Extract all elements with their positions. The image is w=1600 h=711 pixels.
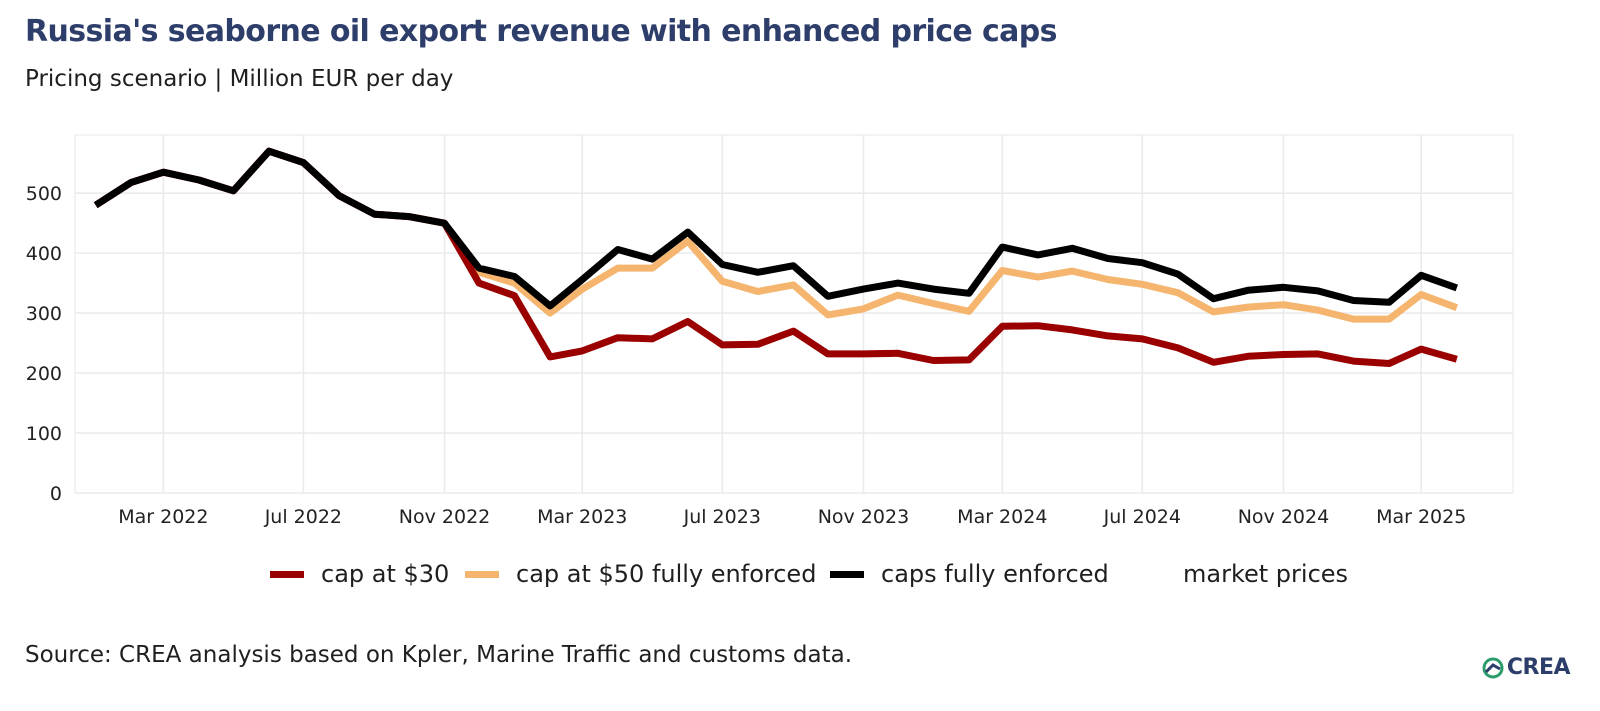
x-tick-label: Mar 2022 bbox=[118, 506, 208, 528]
legend-label: market prices bbox=[1183, 560, 1349, 588]
series-line-cap-at-50-fully-enforced bbox=[93, 147, 1459, 323]
y-tick-label: 300 bbox=[26, 303, 62, 325]
legend-swatch bbox=[830, 570, 864, 578]
x-tick-label: Mar 2023 bbox=[537, 506, 627, 528]
plot-panel bbox=[74, 134, 1514, 494]
x-tick-label: Nov 2024 bbox=[1238, 506, 1329, 528]
x-tick-label: Mar 2025 bbox=[1376, 506, 1466, 528]
source-note: Source: CREA analysis based on Kpler, Ma… bbox=[25, 642, 853, 668]
y-axis-ticks: 0 100 200 300 400 500 bbox=[26, 183, 62, 505]
legend-label: cap at $30 bbox=[321, 560, 450, 588]
legend-label: caps fully enforced bbox=[881, 560, 1109, 588]
crea-logo-icon bbox=[1482, 657, 1504, 678]
x-tick-label: Nov 2022 bbox=[399, 506, 490, 528]
x-tick-label: Jul 2024 bbox=[1103, 506, 1181, 528]
legend-item: caps fully enforced bbox=[830, 560, 1109, 588]
x-axis-ticks: Mar 2022 Jul 2022 Nov 2022 Mar 2023 Jul 2023… bbox=[118, 506, 1466, 528]
legend-item: cap at $50 fully enforced bbox=[465, 560, 816, 588]
chart-title: Russia's seaborne oil export revenue wit… bbox=[25, 14, 1058, 49]
legend-item: market prices bbox=[1183, 560, 1348, 588]
x-tick-label: Jul 2022 bbox=[264, 506, 342, 528]
y-tick-label: 100 bbox=[26, 423, 62, 445]
y-tick-label: 500 bbox=[26, 183, 62, 205]
series-line-cap-at-30 bbox=[93, 147, 1458, 367]
legend-swatch bbox=[270, 570, 304, 578]
x-tick-label: Nov 2023 bbox=[818, 506, 909, 528]
crea-logo-text: CREA bbox=[1506, 655, 1571, 680]
chart-grid bbox=[74, 134, 1514, 494]
y-tick-label: 200 bbox=[26, 363, 62, 385]
line-chart: 0 100 200 300 400 500 Mar 2022 Jul 2022 Nov 202… bbox=[26, 134, 1514, 528]
legend-item: cap at $30 bbox=[270, 560, 449, 588]
legend-swatch bbox=[465, 570, 499, 578]
x-tick-label: Jul 2023 bbox=[683, 506, 761, 528]
x-tick-label: Mar 2024 bbox=[957, 506, 1047, 528]
legend-label: cap at $50 fully enforced bbox=[516, 560, 817, 588]
y-tick-label: 400 bbox=[26, 243, 62, 265]
y-tick-label: 0 bbox=[50, 483, 62, 505]
series-line-caps-fully-enforced bbox=[93, 147, 1458, 310]
chart-legend: cap at $30 cap at $50 fully enforced caps … bbox=[0, 560, 1600, 600]
chart-series bbox=[93, 147, 1459, 367]
crea-logo: CREA bbox=[1482, 655, 1571, 680]
chart-subtitle: Pricing scenario | Million EUR per day bbox=[25, 66, 454, 92]
